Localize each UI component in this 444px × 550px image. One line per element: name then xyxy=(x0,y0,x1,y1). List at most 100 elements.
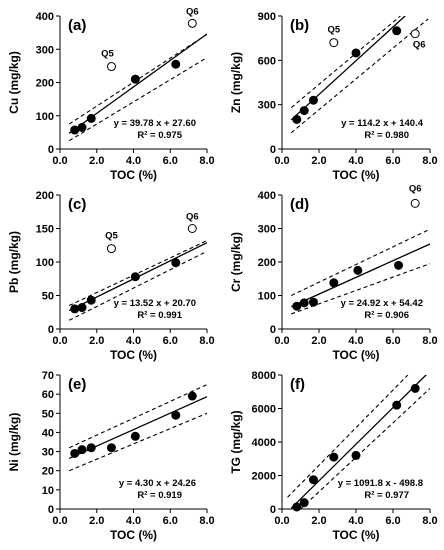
ni-y-tick-label-40: 40 xyxy=(42,427,54,439)
ni-x-tick-label-4-0: 4.0 xyxy=(126,515,141,527)
ni-y-tick-label-20: 20 xyxy=(42,466,54,478)
cr-x-tick-label-6-0: 6.0 xyxy=(385,335,400,347)
ni-confidence-upper xyxy=(68,384,207,449)
cr-data-point xyxy=(394,260,404,270)
tg-equation: y = 1091.8 x - 498.8 xyxy=(338,478,423,489)
panel-cr: 0.0 2.0 4.0 6.0 8.0 0 100 200 300 400 TOC (%) Cr (m… xyxy=(229,183,438,362)
tg-data-point xyxy=(329,452,339,462)
zn-x-tick-label-0-0: 0.0 xyxy=(274,155,289,167)
pb-data-point xyxy=(171,258,181,268)
cr-equation: y = 24.92 x + 54.42 xyxy=(341,298,423,309)
zn-y-tick-label-900: 900 xyxy=(258,11,276,23)
tg-data-point xyxy=(392,400,402,410)
ni-panel-label: (e) xyxy=(68,376,86,393)
ni-data-point xyxy=(130,431,140,441)
pb-x-axis-label: TOC (%) xyxy=(110,348,157,362)
cr-outlier-label-q6: Q6 xyxy=(409,183,422,194)
pb-x-tick-label-6-0: 6.0 xyxy=(163,335,178,347)
zn-y-tick-label-0: 0 xyxy=(270,144,276,156)
tg-y-tick-label-2000: 2000 xyxy=(252,471,276,483)
zn-confidence-upper xyxy=(290,16,401,109)
cu-outlier-point-q6 xyxy=(187,18,197,28)
cu-confidence-lower xyxy=(68,57,207,142)
cu-data-point xyxy=(86,113,96,123)
tg-y-tick-label-0: 0 xyxy=(270,504,276,516)
pb-data-point xyxy=(86,295,96,305)
tg-x-tick-label-4-0: 4.0 xyxy=(348,515,363,527)
cr-data-point xyxy=(292,301,302,311)
cu-x-tick-label-2-0: 2.0 xyxy=(89,155,104,167)
pb-y-tick-label-200: 200 xyxy=(36,190,54,202)
tg-y-tick-label-6000: 6000 xyxy=(252,404,276,416)
ni-data-point xyxy=(70,448,80,458)
tg-panel-label: (f) xyxy=(290,376,305,393)
pb-confidence-lower xyxy=(68,250,207,321)
pb-y-tick-label-100: 100 xyxy=(36,257,54,269)
zn-outlier-point-q6 xyxy=(410,29,420,39)
cr-y-axis-label: Cr (mg/kg) xyxy=(229,232,243,292)
cr-panel-label: (d) xyxy=(290,196,309,213)
cu-equation: y = 39.78 x + 27.60 xyxy=(114,118,196,129)
ni-x-tick-label-8-0: 8.0 xyxy=(199,515,214,527)
cu-data-point xyxy=(77,122,87,132)
ni-r-squared: R² = 0.919 xyxy=(137,490,182,501)
cr-data-point xyxy=(353,265,363,275)
panel-pb: 0.0 2.0 4.0 6.0 8.0 0 50 100 150 200 TOC (%) Pb (mg… xyxy=(7,190,215,362)
tg-data-point xyxy=(308,475,318,485)
zn-r-squared: R² = 0.980 xyxy=(364,130,409,141)
zn-outlier-label-q5: Q5 xyxy=(327,25,340,36)
pb-equation: y = 13.52 x + 20.70 xyxy=(114,298,196,309)
pb-x-tick-label-2-0: 2.0 xyxy=(89,335,104,347)
cu-outlier-label-q6: Q6 xyxy=(186,6,199,17)
pb-x-tick-label-8-0: 8.0 xyxy=(199,335,214,347)
cu-outlier-label-q5: Q5 xyxy=(101,49,114,60)
pb-panel-label: (c) xyxy=(68,196,86,213)
tg-y-tick-label-4000: 4000 xyxy=(252,437,276,449)
pb-outlier-point-q6 xyxy=(187,224,197,233)
pb-y-tick-label-50: 50 xyxy=(42,291,54,303)
cr-x-tick-label-2-0: 2.0 xyxy=(311,335,326,347)
cu-data-point xyxy=(130,74,140,84)
pb-x-tick-label-0-0: 0.0 xyxy=(52,335,67,347)
tg-data-point xyxy=(410,383,420,393)
tg-y-tick-label-8000: 8000 xyxy=(252,370,276,382)
zn-x-tick-label-8-0: 8.0 xyxy=(422,155,437,167)
zn-x-axis-label: TOC (%) xyxy=(332,168,379,182)
tg-regression-line xyxy=(290,375,427,509)
cu-y-tick-label-100: 100 xyxy=(36,111,54,123)
cr-regression-line xyxy=(290,243,430,308)
cr-confidence-upper xyxy=(291,228,430,296)
cu-x-tick-label-0-0: 0.0 xyxy=(52,155,67,167)
cu-outlier-point-q5 xyxy=(106,62,116,72)
ni-data-point xyxy=(171,410,181,420)
pb-y-axis-label: Pb (mg/kg) xyxy=(7,231,21,293)
zn-data-point xyxy=(299,106,309,116)
zn-y-axis-label: Zn (mg/kg) xyxy=(229,52,243,113)
cu-y-tick-label-400: 400 xyxy=(36,11,54,23)
zn-data-point xyxy=(308,95,318,105)
zn-x-tick-label-6-0: 6.0 xyxy=(385,155,400,167)
tg-x-tick-label-2-0: 2.0 xyxy=(311,515,326,527)
pb-outlier-point-q5 xyxy=(106,244,116,254)
pb-outlier-label-q5: Q5 xyxy=(105,231,118,242)
cu-data-point xyxy=(171,59,181,69)
cu-y-tick-label-0: 0 xyxy=(48,144,54,156)
zn-y-tick-label-300: 300 xyxy=(258,100,276,112)
panel-cu: 0.0 2.0 4.0 6.0 8.0 0 100 200 300 400 TOC (%) Cu (m… xyxy=(7,6,215,182)
ni-data-point xyxy=(86,443,96,453)
cu-y-tick-label-300: 300 xyxy=(36,44,54,56)
panel-tg: 0.0 2.0 4.0 6.0 8.0 0 2000 4000 6000 8000 TOC (%) T… xyxy=(229,370,438,542)
tg-y-axis-label: TG (mg/kg) xyxy=(229,410,243,473)
cu-x-tick-label-6-0: 6.0 xyxy=(163,155,178,167)
cr-r-squared: R² = 0.906 xyxy=(364,310,409,321)
cr-data-point xyxy=(299,298,309,308)
cu-x-axis-label: TOC (%) xyxy=(110,168,157,182)
cr-x-axis-label: TOC (%) xyxy=(332,348,379,362)
zn-x-tick-label-2-0: 2.0 xyxy=(311,155,326,167)
tg-x-tick-label-6-0: 6.0 xyxy=(385,515,400,527)
zn-outlier-point-q5 xyxy=(329,38,339,48)
pb-y-tick-label-150: 150 xyxy=(36,224,54,236)
pb-y-tick-label-0: 0 xyxy=(48,324,54,336)
cr-x-tick-label-4-0: 4.0 xyxy=(348,335,363,347)
